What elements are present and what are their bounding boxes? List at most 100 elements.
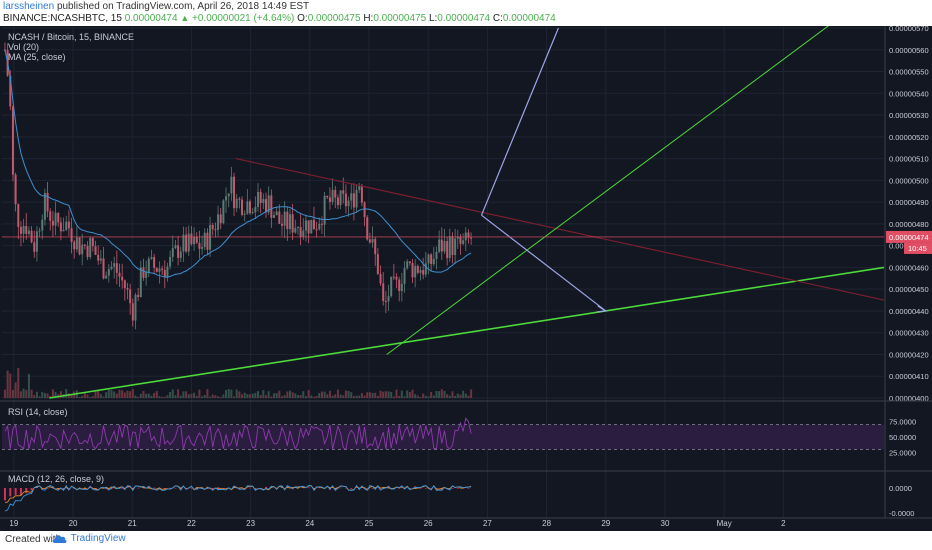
legend-ma: MA (25, close) — [8, 52, 66, 62]
volume-bar — [427, 396, 430, 398]
macd-hist-bar — [121, 488, 124, 489]
candle-body — [38, 230, 41, 232]
volume-bar — [115, 393, 118, 398]
volume-bar — [342, 395, 345, 398]
candle-body — [185, 234, 188, 252]
macd-hist-bar — [179, 488, 182, 491]
volume-bar — [302, 391, 305, 398]
date-tick-label: 30 — [661, 519, 670, 528]
candle-body — [83, 244, 86, 246]
volume-bar — [19, 391, 22, 398]
volume-bars — [3, 367, 473, 398]
price-tick-label: 0.00000440 — [889, 307, 929, 316]
volume-bar — [456, 393, 459, 398]
trend-line-steep-support — [386, 26, 830, 355]
candle-body — [65, 221, 68, 230]
volume-bar — [182, 391, 185, 398]
candle-body — [142, 267, 145, 278]
tradingview-logo[interactable]: TradingView — [52, 533, 126, 544]
candle-body — [249, 201, 252, 214]
date-tick-label: 19 — [9, 519, 18, 528]
volume-bar — [440, 389, 443, 398]
candle-body — [86, 245, 89, 258]
volume-bar — [222, 394, 225, 398]
volume-bar — [187, 394, 190, 398]
volume-bar — [400, 390, 403, 398]
candle-body — [11, 106, 14, 175]
candle-body — [118, 272, 121, 277]
volume-bar — [17, 367, 20, 398]
candle-body — [150, 257, 153, 259]
candle-body — [320, 223, 323, 225]
candle-body — [75, 237, 78, 250]
candle-body — [89, 238, 92, 258]
volume-bar — [363, 395, 366, 398]
candle-body — [371, 238, 374, 243]
volume-bar — [83, 393, 86, 398]
candle-body — [222, 200, 225, 224]
volume-bar — [51, 389, 54, 398]
candle-body — [94, 246, 97, 255]
candle-body — [265, 199, 268, 213]
candle-body — [374, 238, 377, 255]
candle-body — [310, 219, 313, 234]
candle-body — [328, 197, 331, 202]
candle-body — [206, 232, 209, 250]
macd-hist-bar — [355, 486, 358, 488]
chart-area[interactable]: 0.00000570 0.00000560 0.00000550 0.00000540… — [0, 26, 932, 532]
candle-body — [262, 199, 265, 204]
volume-bar — [310, 395, 313, 398]
macd-hist-bar — [307, 487, 310, 489]
candle-body — [41, 219, 44, 231]
macd-hist-bar — [46, 488, 49, 489]
cloud-icon — [52, 535, 67, 543]
candle-body — [368, 239, 371, 243]
trend-line-support — [49, 266, 885, 399]
candle-body — [137, 294, 140, 298]
volume-bar — [336, 389, 339, 398]
volume-bar — [371, 392, 374, 398]
candle-body — [430, 254, 433, 265]
volume-bar — [161, 396, 164, 398]
candle-body — [414, 265, 417, 278]
price-tick-label: 0.00000460 — [889, 263, 929, 272]
volume-bar — [209, 396, 212, 398]
candle-body — [182, 234, 185, 252]
candle-body — [299, 227, 302, 237]
volume-bar — [398, 395, 401, 398]
date-tick-label: 20 — [69, 519, 78, 528]
volume-bar — [360, 393, 363, 398]
volume-bar — [150, 395, 153, 398]
rsi-pane — [2, 417, 884, 451]
candle-body — [257, 191, 260, 208]
macd-hist-bar — [222, 488, 225, 489]
volume-bar — [177, 389, 180, 398]
volume-bar — [462, 390, 465, 398]
candle-body — [283, 211, 286, 226]
date-tick-label: 28 — [542, 519, 551, 528]
volume-bar — [411, 389, 414, 398]
macd-hist-bar — [275, 487, 278, 489]
volume-bar — [451, 391, 454, 398]
macd-hist-bar — [126, 487, 129, 488]
price-tick-label: 0.00000520 — [889, 133, 929, 142]
volume-bar — [384, 391, 387, 398]
volume-bar — [203, 395, 206, 398]
volume-bar — [291, 392, 294, 398]
price-tick-label: 0.00000540 — [889, 89, 929, 98]
macd-hist-bar — [211, 488, 214, 489]
candle-body — [147, 258, 150, 273]
volume-bar — [185, 391, 188, 398]
volume-bar — [70, 394, 73, 398]
volume-bar — [155, 391, 158, 398]
volume-bar — [467, 395, 470, 398]
macd-hist-bar — [302, 486, 305, 488]
candle-body — [462, 240, 465, 244]
macd-hist-bar — [265, 486, 268, 488]
candle-body — [67, 221, 70, 229]
author-link[interactable]: larssheinen — [3, 1, 55, 12]
candle-body — [73, 241, 76, 250]
volume-bar — [217, 396, 220, 398]
date-tick-label: 24 — [305, 519, 314, 528]
candle-body — [113, 263, 116, 267]
